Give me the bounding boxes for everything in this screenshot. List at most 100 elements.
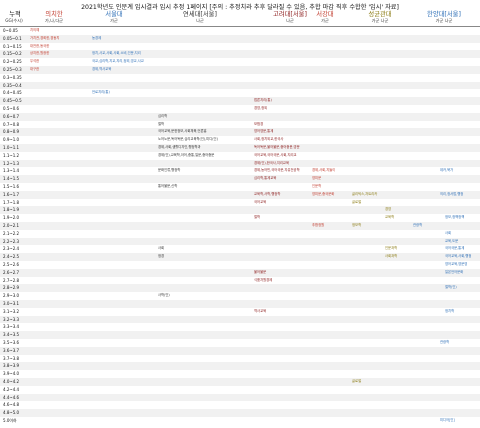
table-row: 0.8~0.9 국어교육,문헌정보,사회체육,언론홍 영어영문,통계 [0, 128, 480, 137]
dept-cell: 심리학,통계교육 [254, 176, 277, 181]
table-row: 1.4~1.5 심리학,통계교육 영미문 [0, 175, 480, 183]
table-row: 3.0~3.1 [0, 300, 480, 308]
row-range-label: 3.9~4.0 [3, 371, 20, 377]
dept-cell: 상지한,원광한 [30, 51, 50, 56]
dept-cell: 사회 [445, 230, 452, 235]
table-row: 0.5~0.6 경영,정외 [0, 105, 480, 113]
table-row: 0.45~0.5 법론지리(통) [0, 97, 480, 105]
col-header-sogang: 서강대 [316, 11, 334, 18]
col-subheader-hanyang: 가군 나군 [435, 17, 453, 23]
table-row: 1.8~1.9 경영 [0, 206, 480, 215]
row-range-label: 4.2~4.4 [3, 386, 20, 392]
col-header-snu: 서울대 [105, 11, 123, 18]
dept-cell: 정보,정책정책 [445, 215, 465, 220]
table-row: 2.1~2.2 사회 [0, 230, 480, 238]
dept-cell: 철학 [158, 121, 165, 126]
row-range-label: 1.1~1.2 [3, 152, 20, 158]
dept-cell: 대전한,동국한 [30, 43, 50, 48]
row-range-label: 3.4~3.5 [3, 332, 20, 338]
dept-cell: 정경 [158, 254, 165, 259]
table-row: 1.1~1.2 경제(인),교육학,아어,중통,일문,중어중문 국어교육,국어국문,… [0, 152, 480, 160]
dept-cell: 교육,도문 [445, 238, 459, 243]
row-range-label: 2.7~2.8 [3, 277, 20, 283]
col-subheader-skku: 가군 나군 [371, 17, 389, 23]
row-range-label: 4.6~4.8 [3, 402, 20, 408]
table-row: 2.3~2.4 사회 인문과학 국어국문,통계 [0, 245, 480, 253]
table-row: 2.0~2.1 추합정원 정보학 관광학 [0, 222, 480, 230]
table-row: 1.3~1.4 문화인류,행정학 경제,농어민,국어국문,자유전공학 경제,사회,지들… [0, 167, 480, 175]
dept-cell: 관광학 [413, 223, 423, 227]
dept-cell: 영미문 [312, 176, 322, 181]
table-row: 2.4~2.5 정경 사회과학 국어교육,사회,행정 [0, 253, 480, 261]
dept-cell: 사회 [158, 246, 165, 251]
table-row: 3.3~3.4 [0, 323, 480, 331]
dept-cell: 정보학 [352, 223, 362, 227]
row-range-label: 1.2~1.3 [3, 160, 20, 166]
row-range-label: 0.9~1.0 [3, 137, 20, 143]
row-range-label: 2.6~2.7 [3, 269, 20, 275]
row-range-label: 1.3~1.4 [3, 168, 20, 174]
table-row: 1.7~1.8 국어교육 글로벌 [0, 199, 480, 207]
dept-cell: 법론지리(통) [254, 98, 272, 103]
dept-cell: 글로벌 [352, 379, 362, 383]
row-range-label: 0.4~0.45 [3, 90, 22, 96]
col-subheader-yonsei: 나군 [196, 17, 204, 23]
dept-cell: 경영 [385, 207, 392, 212]
table-row: 5.0이하 미디어[인] [0, 417, 480, 425]
dept-cell: 데카,북가 [440, 168, 454, 173]
row-range-label: 0.25~0.3 [3, 67, 22, 72]
table-row: 2.6~2.7 불어불문 일본언어문화 [0, 268, 480, 277]
row-range-label: 3.3~3.4 [3, 324, 20, 330]
table-row: 0.6~0.7 심리학 [0, 112, 480, 121]
dept-cell: 정치,사교,사회,사회,소비,인문,지리 [92, 51, 141, 56]
dept-cell: 언로지리(통) [92, 90, 110, 95]
table-row: 3.6~3.7 [0, 346, 480, 355]
row-range-label: 4.4~4.6 [3, 394, 20, 400]
col-header-yonsei: 연세대[서울] [183, 11, 217, 18]
table-row: 3.9~4.0 [0, 370, 480, 378]
dept-cell: 경제,사회,생활디자인,행정학과 [158, 145, 201, 149]
table-row: 0.25~0.3 대구한 경제,역사교육 [0, 66, 480, 74]
dept-cell: 영어영문,통계 [254, 129, 274, 134]
dept-cell: 글리틱스,자트리카 [352, 191, 378, 196]
rank-subheader: GG(수시) [5, 17, 23, 23]
col-subheader-medical: 가,나,다군 [44, 17, 64, 23]
dept-cell: 독어독문,불어불문,중어중문,영문 [254, 145, 300, 149]
dept-cell: 문화인류,행정학 [158, 168, 181, 173]
row-range-label: 0.45~0.5 [3, 98, 22, 104]
row-range-label: 1.6~1.7 [3, 191, 20, 197]
row-range-label: 3.0~3.1 [3, 301, 20, 306]
row-range-label: 5.0이하 [3, 418, 17, 423]
dept-cell: 보험경 [254, 121, 264, 126]
row-range-label: 2.8~2.9 [3, 285, 20, 291]
dept-cell: 인문학 [312, 184, 322, 188]
row-range-label: 1.0~1.1 [3, 145, 20, 150]
dept-cell: 국어교육,문헌정보,사회체육,언론홍 [158, 129, 207, 134]
row-range-label: 2.4~2.5 [3, 254, 20, 260]
table-row: 3.4~3.5 [0, 331, 480, 339]
dept-cell: 철학(인) [445, 285, 457, 290]
row-range-label: 3.6~3.7 [3, 347, 20, 353]
row-range-label: 0.05~0.1 [3, 35, 22, 41]
table-row: 0~0.05 치의예 [0, 27, 480, 35]
dept-cell: 일본언어문화 [445, 269, 464, 274]
dept-cell: 사회,정치외교,한국사 [254, 137, 284, 142]
table-row: 1.5~1.6 통어불문,신학 인문학 [0, 183, 480, 191]
dept-cell: 사학(인) [158, 293, 170, 298]
row-range-label: 2.9~3.0 [3, 293, 20, 299]
col-subheader-snu: 가군 [110, 17, 118, 23]
rank-header: 누적 [9, 11, 21, 18]
row-range-label: 3.5~3.6 [3, 340, 20, 345]
dept-cell: 국어교육,사회,행정 [445, 254, 472, 259]
page-title: 2021학년도 인문계 입시결과 입시 추정 1페이지 [주의 : 추정치라 추… [81, 4, 399, 11]
table-row: 2.7~2.8 식품자원경제 [0, 277, 480, 285]
row-range-label: 2.1~2.2 [3, 230, 20, 236]
table-row: 3.5~3.6 관광학 [0, 339, 480, 347]
table-row: 4.4~4.6 [0, 393, 480, 402]
header-divider [0, 26, 480, 27]
col-header-skku: 성균관대 [368, 11, 392, 18]
table-row: 3.8~3.9 [0, 362, 480, 371]
col-subheader-sogang: 가군 [321, 17, 329, 23]
dept-cell: 치의예 [30, 28, 40, 32]
table-row: 1.6~1.7 교육학,사학,행정학 영미문,중국문화 글리틱스,자트리카 의리,정서법… [0, 190, 480, 199]
